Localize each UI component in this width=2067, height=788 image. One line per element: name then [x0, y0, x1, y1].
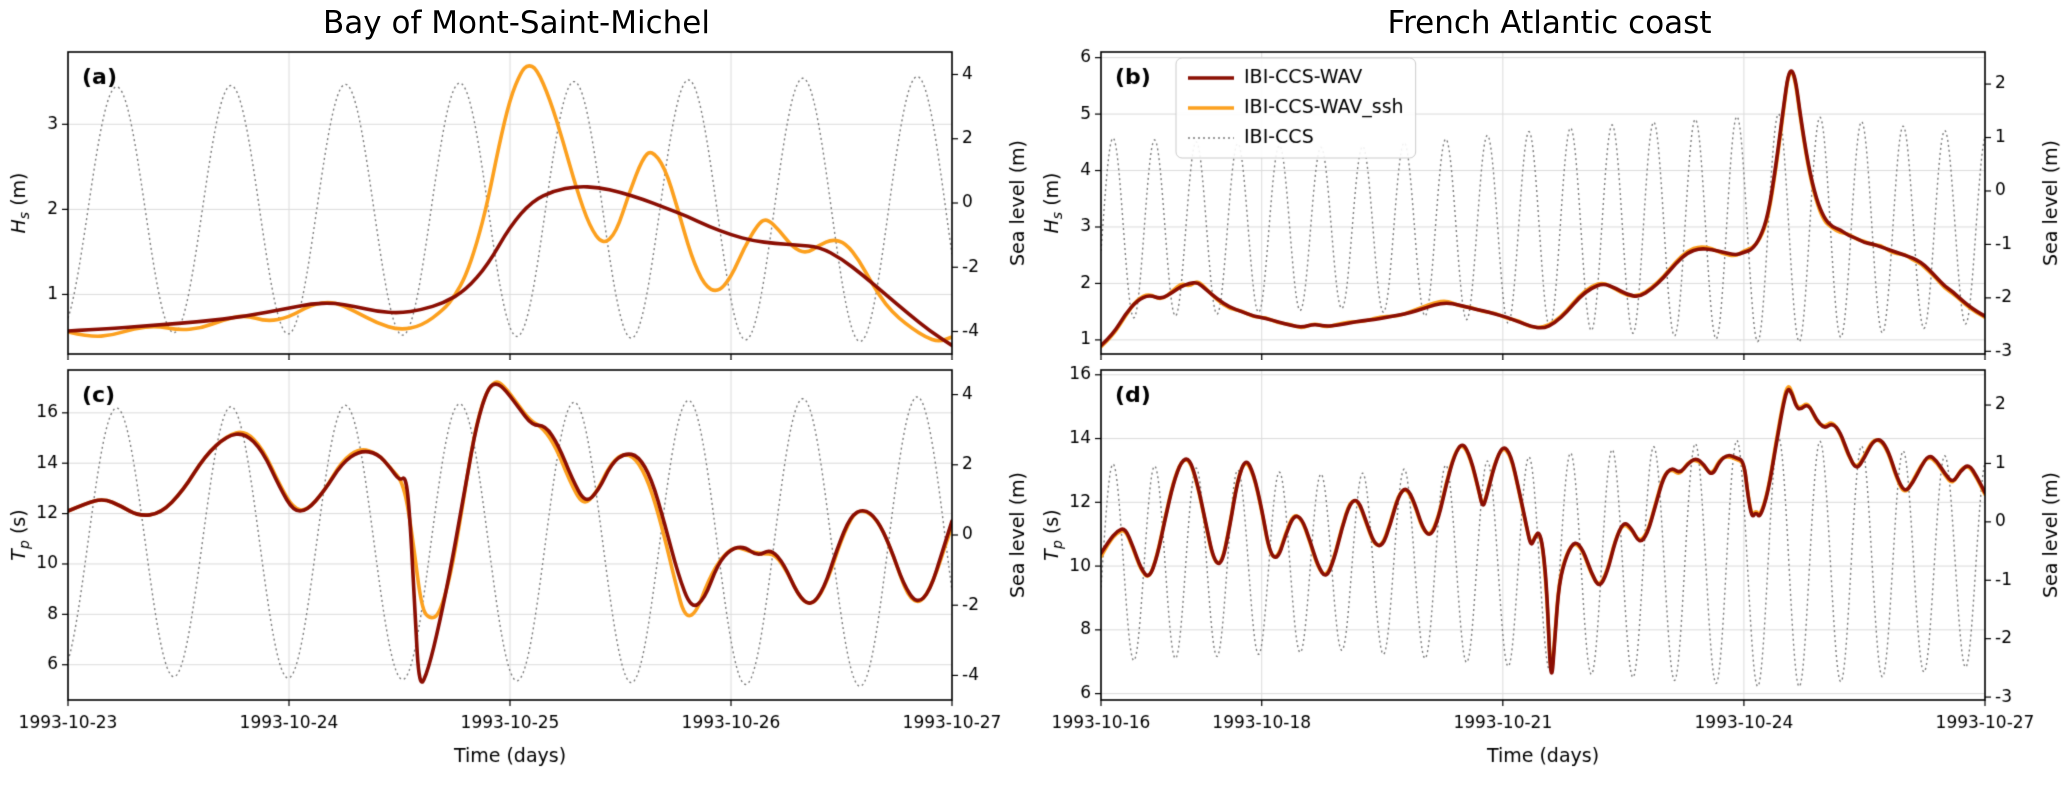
panel-b-hs-chart: [1033, 44, 2066, 360]
panel-d-tp-chart: [1033, 360, 2066, 788]
column-left: Bay of Mont-Saint-Michel: [0, 0, 1033, 788]
column-title-left: Bay of Mont-Saint-Michel: [323, 5, 710, 41]
panel-c-tp-chart: [0, 360, 1033, 788]
column-right: French Atlantic coast: [1033, 0, 2066, 788]
column-title-right: French Atlantic coast: [1387, 5, 1712, 41]
panel-a-hs-chart: [0, 44, 1033, 360]
